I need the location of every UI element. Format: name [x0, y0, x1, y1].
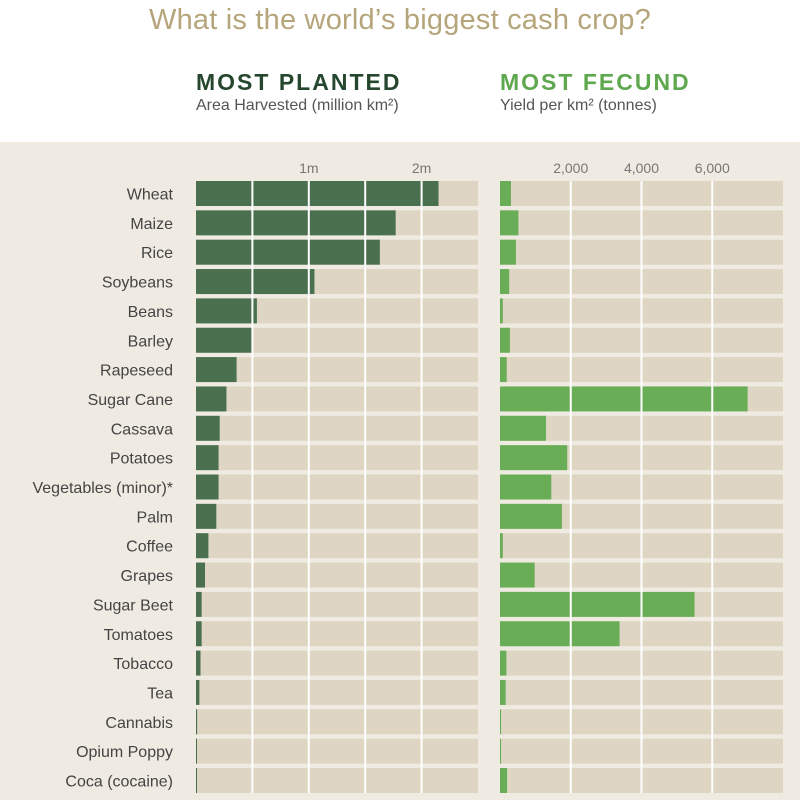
category-label: Rice: [141, 245, 173, 262]
category-label: Grapes: [121, 568, 173, 585]
fecund-bar: [500, 210, 519, 236]
planted-bar-track: [196, 386, 478, 412]
planted-bar: [196, 357, 237, 383]
fecund-bar: [500, 562, 535, 588]
fecund-bar: [500, 768, 508, 793]
planted-tick-label: 2m: [412, 160, 431, 176]
planted-bar: [196, 181, 439, 206]
category-label: Sugar Beet: [93, 597, 174, 614]
planted-bar: [196, 239, 380, 265]
category-label: Maize: [130, 216, 173, 233]
planted-bar: [196, 533, 209, 559]
category-label: Barley: [128, 333, 173, 350]
planted-bar: [196, 386, 227, 412]
category-label: Palm: [137, 509, 173, 526]
category-label: Soybeans: [102, 275, 173, 292]
fecund-bar: [500, 445, 568, 471]
fecund-bar: [500, 533, 503, 559]
fecund-tick-label: 6,000: [695, 160, 730, 176]
fecund-bar: [500, 591, 695, 617]
planted-bar: [196, 591, 202, 617]
planted-bar: [196, 415, 220, 441]
planted-bar-track: [196, 738, 478, 764]
category-label: Tea: [147, 685, 173, 702]
planted-bar: [196, 210, 396, 236]
planted-bar-track: [196, 562, 478, 588]
planted-bar: [196, 474, 219, 500]
fecund-bar: [500, 621, 620, 647]
planted-bar-track: [196, 591, 478, 617]
planted-bar-track: [196, 768, 478, 793]
category-label: Opium Poppy: [76, 744, 173, 761]
planted-bar-track: [196, 679, 478, 705]
planted-bar: [196, 445, 219, 471]
planted-bar-track: [196, 621, 478, 647]
planted-bar-track: [196, 503, 478, 529]
planted-bar: [196, 709, 198, 735]
fecund-bar: [500, 327, 510, 353]
fecund-bar: [500, 415, 546, 441]
planted-bar: [196, 650, 201, 676]
fecund-bar: [500, 269, 510, 295]
planted-bar-track: [196, 474, 478, 500]
fecund-bar: [500, 357, 507, 383]
fecund-bar: [500, 181, 511, 206]
fecund-bar: [500, 386, 748, 412]
fecund-bar: [500, 298, 503, 324]
fecund-bar: [500, 239, 516, 265]
category-label: Rapeseed: [100, 363, 173, 380]
fecund-title: MOST FECUND: [500, 69, 691, 95]
planted-subtitle: Area Harvested (million km²): [196, 97, 399, 114]
planted-title: MOST PLANTED: [196, 69, 402, 95]
category-label: Coca (cocaine): [65, 774, 173, 791]
fecund-bar: [500, 474, 552, 500]
planted-header: MOST PLANTED Area Harvested (million km²…: [196, 68, 401, 116]
planted-bar-track: [196, 415, 478, 441]
planted-bar: [196, 768, 197, 793]
planted-bar: [196, 738, 197, 764]
fecund-subtitle: Yield per km² (tonnes): [500, 97, 657, 114]
fecund-bar: [500, 679, 506, 705]
planted-bar: [196, 298, 257, 324]
planted-bar: [196, 503, 217, 529]
fecund-tick-label: 4,000: [624, 160, 659, 176]
fecund-bar: [500, 709, 502, 735]
category-label: Beans: [128, 304, 173, 321]
planted-tick-label: 1m: [299, 160, 318, 176]
fecund-tick-label: 2,000: [553, 160, 588, 176]
fecund-bar: [500, 503, 562, 529]
category-label: Vegetables (minor)*: [32, 480, 173, 497]
planted-bar-track: [196, 650, 478, 676]
category-label: Tomatoes: [104, 627, 173, 644]
planted-bar: [196, 269, 315, 295]
fecund-header: MOST FECUND Yield per km² (tonnes): [500, 68, 691, 116]
fecund-bar: [500, 650, 507, 676]
planted-bar: [196, 327, 253, 353]
category-label: Coffee: [126, 539, 173, 556]
planted-bar-track: [196, 533, 478, 559]
category-label: Cannabis: [105, 715, 173, 732]
planted-bar-track: [196, 709, 478, 735]
fecund-bar: [500, 738, 502, 764]
planted-bar-track: [196, 445, 478, 471]
category-label: Cassava: [111, 421, 173, 438]
page-title: What is the world’s biggest cash crop?: [149, 4, 651, 36]
category-label: Sugar Cane: [88, 392, 173, 409]
planted-bar: [196, 621, 202, 647]
planted-bar: [196, 679, 200, 705]
planted-bar: [196, 562, 206, 588]
category-label: Tobacco: [113, 656, 173, 673]
planted-bar-track: [196, 357, 478, 383]
category-label: Potatoes: [110, 451, 173, 468]
category-label: Wheat: [127, 187, 174, 204]
